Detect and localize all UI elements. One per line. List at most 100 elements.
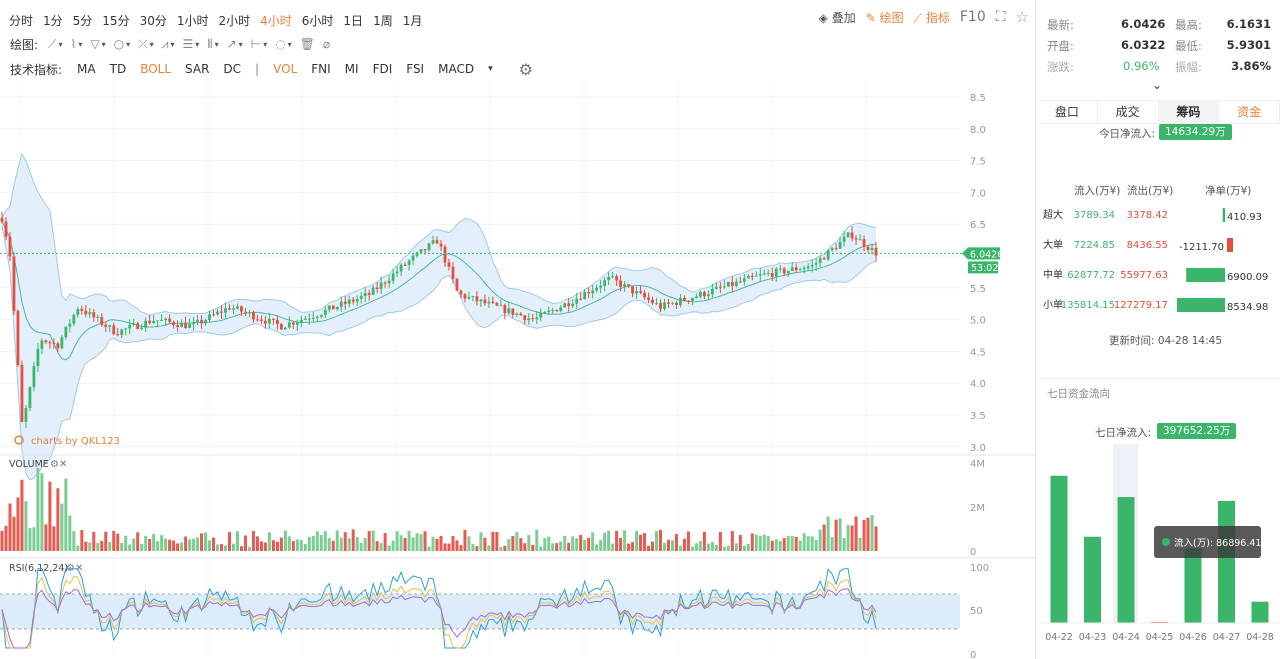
kline-chart[interactable]: 8.58.07.57.06.56.05.55.04.54.03.53.06.04… — [0, 0, 1036, 659]
tab-0[interactable]: 盘口 — [1037, 101, 1098, 123]
period-1[interactable]: 1分 — [43, 13, 63, 28]
draw-button[interactable]: ✎ 绘图 — [866, 9, 904, 26]
f10-button[interactable]: F10 — [959, 9, 986, 25]
period-9[interactable]: 1日 — [343, 13, 364, 28]
tab-2[interactable]: 筹码 — [1158, 101, 1220, 123]
candle-body — [252, 312, 255, 320]
period-2[interactable]: 5分 — [72, 13, 93, 28]
candle-body — [838, 241, 842, 249]
crossline-tool-icon[interactable]: ⤫ ▾ — [138, 36, 154, 51]
tab-3[interactable]: 资金 — [1219, 101, 1280, 123]
line-tool-icon[interactable]: ⟋ ▾ — [48, 36, 63, 51]
price-axis-label: 4.0 — [970, 379, 986, 390]
candle-body — [551, 309, 555, 311]
volume-bar — [347, 538, 351, 551]
bar-label: 04-28 — [1246, 632, 1274, 643]
pattern-tool-icon[interactable]: ⩘ ▾ — [161, 36, 175, 51]
candle-body — [200, 319, 203, 324]
period-3[interactable]: 15分 — [102, 13, 130, 28]
brush-tool-icon[interactable]: ⌇ ▾ — [70, 37, 83, 51]
volume-bar — [451, 535, 455, 551]
indicator-sar[interactable]: SAR — [185, 62, 210, 76]
pencil-icon: ✎ — [865, 10, 876, 25]
candle-body — [124, 328, 128, 330]
candle-body — [495, 302, 499, 306]
volume-bar — [714, 544, 718, 551]
period-6[interactable]: 2小时 — [218, 13, 251, 28]
period-10[interactable]: 1周 — [373, 13, 393, 28]
fullscreen-icon[interactable]: ⛶ — [995, 9, 1006, 25]
candle-body — [766, 273, 770, 275]
comment-tool-icon[interactable]: ◌ ▾ — [275, 37, 292, 51]
period-11[interactable]: 1月 — [402, 13, 423, 28]
seven-day-title: 七日资金流向 — [1047, 388, 1110, 400]
indicator-fsi[interactable]: FSI — [406, 62, 425, 76]
change-label: 涨跌: — [1047, 60, 1074, 74]
volume-bar — [323, 531, 327, 551]
fib-tool-icon[interactable]: ☰ ▾ — [182, 37, 200, 51]
indicator-mi[interactable]: MI — [344, 62, 359, 76]
volume-bar — [148, 538, 152, 551]
tab-1[interactable]: 成交 — [1098, 101, 1159, 123]
channel-tool-icon[interactable]: ▽ ▾ — [90, 37, 106, 51]
candle-body — [703, 291, 706, 297]
bar-04-23 — [1084, 536, 1101, 623]
measure-tool-icon[interactable]: ⊢ ▾ — [250, 37, 268, 51]
settings-gear-icon[interactable]: ⚙ — [518, 59, 533, 79]
expand-chevron-icon[interactable]: ⌄ — [1152, 78, 1163, 92]
star-icon[interactable]: ☆ — [1015, 8, 1029, 26]
rsi-band — [0, 594, 960, 629]
overlay-button[interactable]: ◈ 叠加 — [819, 9, 856, 26]
volume-bar — [275, 541, 279, 551]
indicator-dropdown-icon[interactable]: ▾ — [488, 64, 493, 74]
indicator-button[interactable]: ⟋ 指标 — [914, 9, 950, 26]
candle-body — [587, 292, 591, 294]
indicator-dc[interactable]: DC — [223, 62, 242, 76]
fund-row-in: 135814.15 — [1061, 300, 1115, 311]
indicator-boll[interactable]: BOLL — [140, 62, 172, 76]
volume-bar — [607, 530, 611, 551]
period-5[interactable]: 1小时 — [176, 13, 209, 28]
volume-bar — [116, 533, 120, 551]
candle-body — [722, 286, 726, 288]
candle-body — [683, 297, 686, 301]
seven-day-chart[interactable]: 04-22 04-23 04-24 04-25 04-26 04-27 04-28 流入(万)… — [1037, 440, 1280, 655]
indicator-fni[interactable]: FNI — [311, 62, 331, 76]
volume-bar — [471, 544, 475, 551]
volume-bar — [311, 536, 315, 551]
indicator-macd[interactable]: MACD — [438, 62, 475, 76]
volume-bar — [862, 519, 866, 551]
volume-bar — [419, 534, 423, 551]
candle-body — [511, 308, 515, 315]
candle-body — [132, 323, 136, 325]
trash-icon[interactable]: 🗑 — [299, 37, 315, 51]
indicator-vol[interactable]: VOL — [273, 62, 298, 76]
period-0[interactable]: 分时 — [9, 13, 34, 28]
candle-body — [120, 329, 124, 336]
period-4[interactable]: 30分 — [139, 13, 167, 28]
volume-bar — [367, 531, 371, 551]
volume-bar — [842, 538, 846, 551]
period-8[interactable]: 6小时 — [301, 13, 334, 28]
volume-bar — [822, 524, 826, 551]
last-price-tag: 6.0426 — [970, 249, 1003, 260]
tech-indicators: 技术指标: MA TD BOLL SAR DC | VOL FNI MI FDI FSI MACD ▾ ⚙ — [10, 57, 540, 81]
indicator-fdi[interactable]: FDI — [372, 62, 393, 76]
rsi-axis-label: 50 — [970, 606, 983, 617]
circle-tool-icon[interactable]: ○ ▾ — [113, 37, 131, 51]
candle-body — [256, 319, 259, 321]
candle-body — [734, 281, 738, 286]
fund-row-out: 127279.17 — [1114, 300, 1168, 311]
candle-body — [403, 264, 407, 266]
eraser-icon[interactable]: ⌀ — [322, 37, 331, 51]
arrow-tool-icon[interactable]: ↗ ▾ — [226, 37, 243, 51]
high-label: 最高: — [1175, 18, 1202, 32]
period-7[interactable]: 4小时 — [260, 13, 292, 28]
gann-tool-icon[interactable]: ⦀ ▾ — [207, 36, 219, 51]
volume-bar — [132, 538, 136, 551]
price-axis-label: 3.5 — [970, 411, 986, 422]
indicator-ma[interactable]: MA — [77, 62, 96, 76]
indicator-td[interactable]: TD — [109, 62, 127, 76]
candle-body — [4, 221, 8, 237]
volume-bar — [782, 538, 786, 551]
